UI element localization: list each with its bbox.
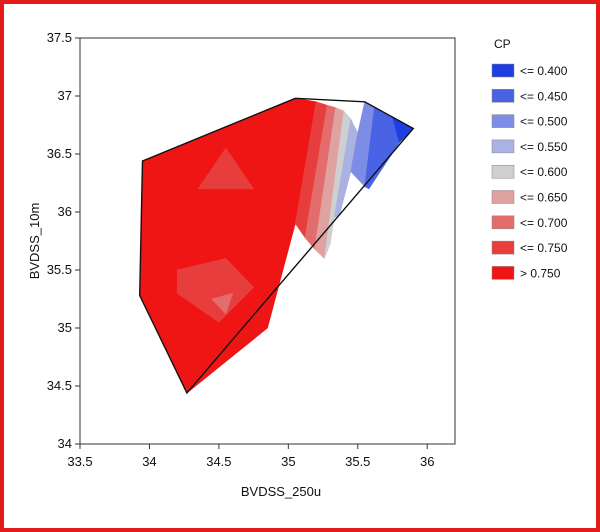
y-tick-label: 36.5 [47,146,72,161]
contour-region-11 [211,292,234,315]
legend-label: <= 0.500 [520,115,568,129]
x-tick-label: 34.5 [206,454,231,469]
legend-label: <= 0.550 [520,140,568,154]
legend-swatch [491,114,515,128]
contour-region-6 [333,118,359,219]
legend-title: CP [494,37,511,51]
y-axis-label: BVDSS_10m [27,203,42,280]
data-hull-outline [138,97,415,395]
x-axis-label: BVDSS_250u [241,484,321,499]
y-tick-label: 34 [58,436,72,451]
contour-region-10 [176,258,255,323]
legend-label: <= 0.650 [520,191,568,205]
y-tick-label: 37 [58,88,72,103]
legend-label: <= 0.400 [520,64,568,78]
contour-region-5 [324,110,352,259]
legend-swatch [491,89,515,103]
legend-swatch [491,240,515,255]
x-axis: 33.5 34 34.5 35 35.5 36 [67,444,434,469]
legend-label: <= 0.600 [520,165,568,179]
y-tick-label: 35.5 [47,262,72,277]
legend-label: <= 0.700 [520,216,568,230]
legend-swatch [491,139,515,154]
x-tick-label: 33.5 [67,454,92,469]
legend-swatch [491,266,515,280]
x-tick-label: 36 [420,454,434,469]
legend-swatch [491,215,515,230]
contour-region-12 [197,147,255,190]
legend-label: <= 0.450 [520,89,568,103]
x-tick-label: 34 [142,454,156,469]
y-tick-label: 37.5 [47,30,72,45]
legend: <= 0.400 <= 0.450 <= 0.500 <= 0.550 <= 0.600… [491,63,568,280]
y-axis: 34 34.5 35 35.5 36 36.5 37 37.5 [47,30,80,451]
legend-swatch [491,164,515,179]
legend-swatch [491,63,515,78]
legend-swatch [491,190,515,204]
legend-label: <= 0.750 [520,241,568,255]
contour-regions [139,97,414,394]
y-tick-label: 34.5 [47,378,72,393]
y-tick-label: 36 [58,204,72,219]
legend-label: > 0.750 [520,266,561,280]
x-tick-label: 35.5 [345,454,370,469]
x-tick-label: 35 [281,454,295,469]
y-tick-label: 35 [58,320,72,335]
